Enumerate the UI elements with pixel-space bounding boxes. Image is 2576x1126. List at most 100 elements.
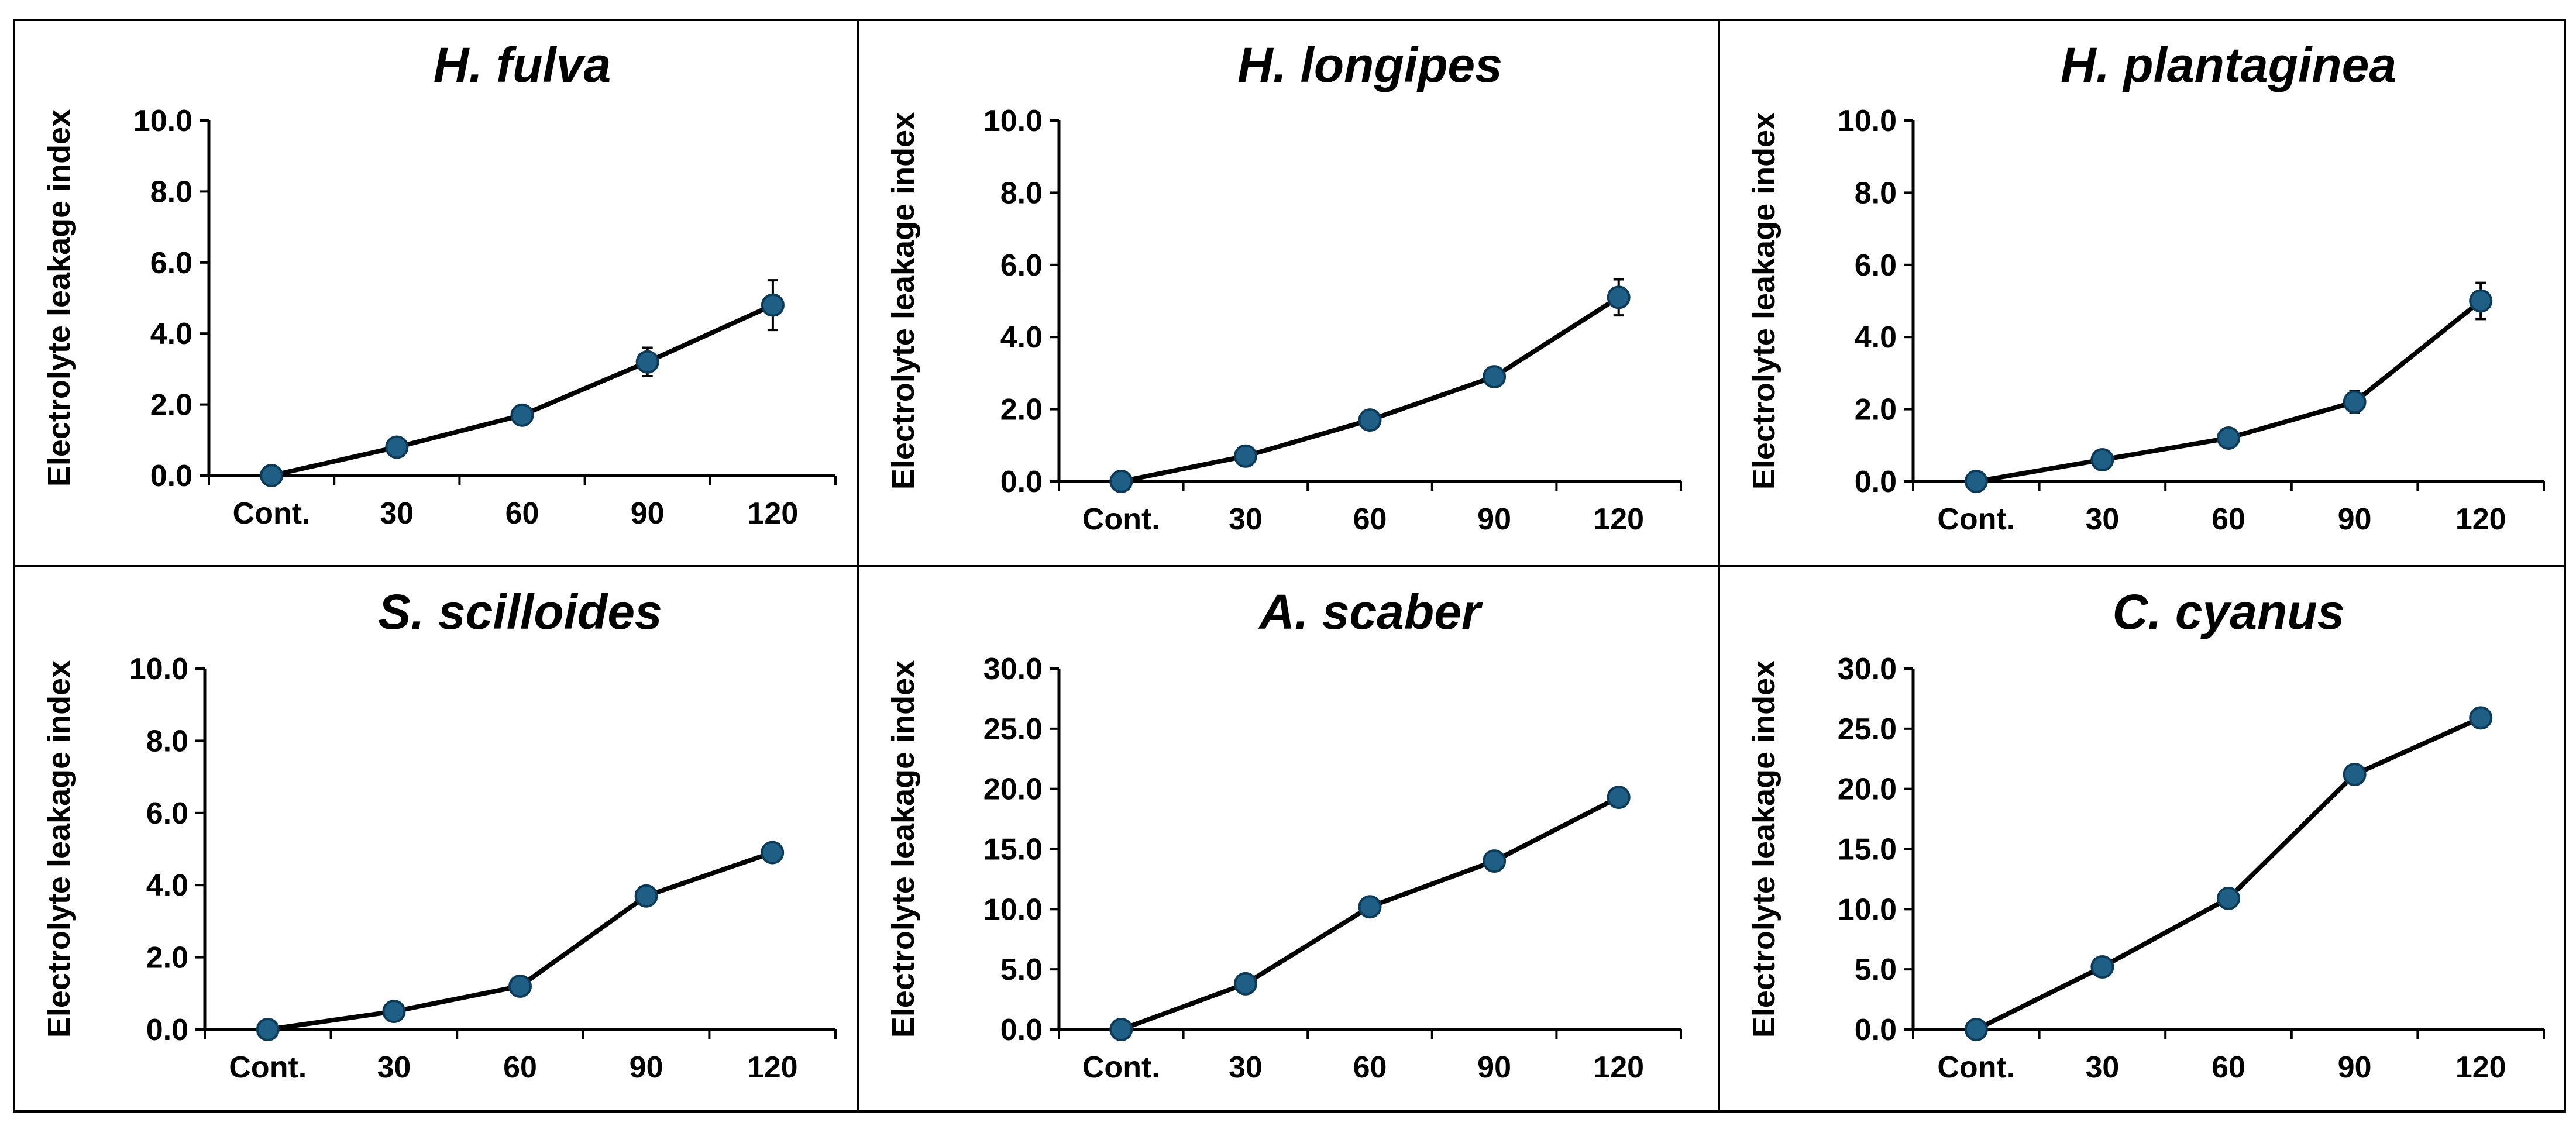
x-tick-label: 60 [1353, 1051, 1387, 1084]
y-tick-label: 10.0 [983, 893, 1043, 927]
series-line [1976, 299, 2482, 484]
y-tick-label: 4.0 [150, 317, 192, 351]
y-tick-label: 25.0 [983, 712, 1043, 746]
series-line [267, 850, 773, 1032]
chart-title: H. fulva [434, 37, 611, 92]
y-tick-label: 2.0 [146, 941, 188, 975]
data-point [634, 884, 658, 908]
x-tick-label: 30 [2085, 1051, 2119, 1084]
y-tick-label: 25.0 [1838, 712, 1897, 746]
data-point [510, 403, 534, 427]
y-tick-label: 10.0 [133, 104, 192, 138]
data-point [1483, 849, 1507, 873]
x-tick-label: 120 [747, 1051, 798, 1084]
y-axis-label: Electrolyte leakage index [1746, 660, 1781, 1038]
chart-title: C. cyanus [2113, 584, 2345, 639]
chart-panel-3: H. plantaginea Electrolyte leakage index 0… [1746, 37, 2545, 536]
y-tick-label: 2.0 [1855, 393, 1897, 427]
y-tick-label: 15.0 [983, 833, 1043, 867]
chart-panel-6: C. cyanus Electrolyte leakage index 0.0 5.0… [1746, 584, 2545, 1084]
y-tick-label: 6.0 [150, 246, 192, 280]
data-point [1233, 972, 1257, 996]
x-tick-label: 120 [748, 497, 799, 531]
data-point [1109, 470, 1133, 493]
y-tick-label: 4.0 [1000, 321, 1043, 354]
data-point [1358, 895, 1382, 919]
x-tick-label: 120 [1593, 502, 1644, 536]
y-tick-label: 6.0 [1000, 249, 1043, 283]
data-point [260, 464, 284, 487]
y-tick-label: 5.0 [1855, 953, 1897, 987]
x-tick-label: 90 [1477, 502, 1511, 536]
y-tick-label: 0.0 [150, 459, 192, 493]
data-point [2343, 390, 2367, 414]
data-point [256, 1018, 280, 1041]
x-tick-label: 60 [1353, 502, 1387, 536]
data-point [1964, 470, 1988, 493]
x-tick-label: Cont. [1082, 1051, 1160, 1084]
chart-title: S. scilloides [378, 584, 662, 639]
data-point [1358, 408, 1382, 432]
x-tick-label: 30 [2085, 502, 2119, 536]
y-tick-label: 15.0 [1838, 833, 1897, 867]
y-tick-label: 0.0 [1855, 1013, 1897, 1047]
x-tick-label: 90 [631, 497, 665, 531]
data-point [1233, 444, 1257, 468]
y-axis-label: Electrolyte leakage index [886, 112, 921, 490]
chart-title: A. scaber [1258, 584, 1483, 639]
x-tick-label: 90 [1477, 1051, 1511, 1084]
data-point [508, 974, 532, 998]
data-point [1483, 365, 1507, 389]
y-tick-label: 0.0 [146, 1013, 188, 1047]
x-tick-label: 60 [2212, 1051, 2245, 1084]
x-tick-label: 60 [503, 1051, 537, 1084]
x-tick-label: Cont. [233, 497, 311, 531]
x-tick-label: Cont. [1937, 502, 2015, 536]
chart-title: H. plantaginea [2061, 37, 2396, 92]
y-tick-label: 6.0 [146, 797, 188, 831]
y-tick-label: 20.0 [983, 773, 1043, 807]
y-tick-label: 4.0 [146, 869, 188, 903]
data-point [2469, 289, 2493, 313]
chart-panel-2: H. longipes Electrolyte leakage index 0.0 2… [886, 37, 1682, 536]
data-point [761, 841, 785, 865]
y-axis-label: Electrolyte leakage index [42, 660, 77, 1038]
x-tick-label: 120 [1593, 1051, 1644, 1084]
x-tick-label: Cont. [1937, 1051, 2015, 1084]
x-tick-label: Cont. [1082, 502, 1160, 536]
x-tick-label: 90 [2338, 502, 2372, 536]
y-tick-label: 0.0 [1000, 465, 1043, 499]
x-tick-label: Cont. [229, 1051, 307, 1084]
data-point [2343, 762, 2367, 786]
y-tick-label: 8.0 [146, 724, 188, 758]
x-tick-label: 30 [377, 1051, 411, 1084]
data-point [1607, 285, 1631, 309]
series-line [271, 302, 774, 478]
data-point [635, 350, 659, 374]
data-point [382, 1000, 406, 1024]
data-point [1109, 1018, 1133, 1041]
data-point [1607, 786, 1631, 810]
x-tick-label: 60 [2212, 502, 2245, 536]
data-point [2090, 955, 2114, 979]
chart-panel-1: H. fulva Electrolyte leakage index 0.0 2.0 4… [42, 37, 837, 531]
y-tick-label: 8.0 [1000, 176, 1043, 210]
y-tick-label: 4.0 [1855, 321, 1897, 354]
series-line [1120, 295, 1620, 484]
data-point [2090, 447, 2114, 471]
data-point [385, 435, 409, 459]
chart-panel-5: A. scaber Electrolyte leakage index 0.0 5.0… [886, 584, 1682, 1084]
chart-title: H. longipes [1237, 37, 1502, 92]
data-point [2217, 426, 2240, 450]
y-axis-label: Electrolyte leakage index [886, 660, 921, 1038]
data-point [1964, 1018, 1988, 1041]
y-axis-label: Electrolyte leakage index [42, 109, 77, 487]
x-tick-label: 90 [630, 1051, 663, 1084]
y-tick-label: 5.0 [1000, 953, 1043, 987]
y-axis-label: Electrolyte leakage index [1746, 112, 1781, 490]
y-tick-label: 10.0 [983, 104, 1043, 138]
y-tick-label: 10.0 [1838, 104, 1897, 138]
y-tick-label: 10.0 [1838, 893, 1897, 927]
x-tick-label: 90 [2338, 1051, 2372, 1084]
